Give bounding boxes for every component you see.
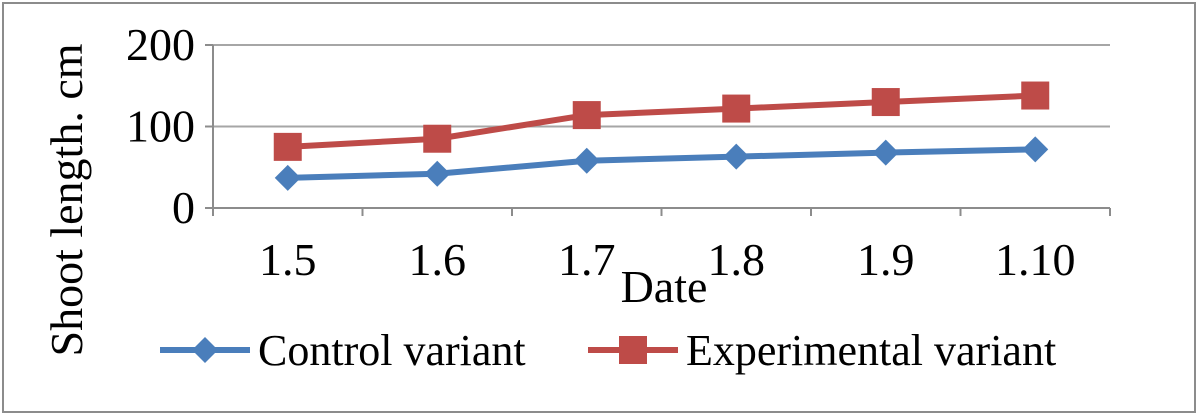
data-point: [1022, 136, 1049, 163]
data-point: [423, 124, 452, 153]
data-point: [872, 139, 899, 166]
x-axis-title: Date: [621, 261, 708, 312]
data-point: [273, 132, 302, 161]
series-layer: [273, 81, 1050, 191]
data-point: [723, 143, 750, 170]
legend-marker: [619, 336, 647, 364]
data-point: [1021, 81, 1050, 110]
series-line-control-variant: [287, 146, 1036, 181]
axes: [205, 44, 1111, 216]
legend-marker: [192, 337, 218, 363]
data-point: [573, 147, 600, 174]
y-tick-label: 100: [126, 101, 195, 152]
y-tick-label: 0: [172, 182, 195, 233]
legend-label: Control variant: [258, 326, 526, 375]
legend-label: Experimental variant: [686, 326, 1056, 375]
x-tick-label: 1.7: [558, 234, 616, 285]
x-tick-label: 1.6: [409, 234, 467, 285]
data-point: [424, 160, 451, 187]
x-tick-label: 1.10: [995, 234, 1076, 285]
gridlines: [213, 44, 1110, 128]
y-axis-title: Shoot length. cm: [41, 43, 92, 356]
x-tick-label: 1.5: [259, 234, 317, 285]
tick-labels: 0 100 200 1.5 1.6 1.7 1.8 1.9 1.10: [126, 19, 1076, 285]
data-point: [274, 164, 301, 191]
data-point: [722, 94, 751, 123]
x-tick-label: 1.9: [857, 234, 915, 285]
data-point: [871, 88, 900, 117]
data-point: [572, 101, 601, 130]
series-line-experimental-variant: [287, 92, 1036, 150]
legend: Control variant Experimental variant: [160, 326, 1056, 375]
y-tick-label: 200: [126, 19, 195, 70]
x-tick-label: 1.8: [708, 234, 766, 285]
